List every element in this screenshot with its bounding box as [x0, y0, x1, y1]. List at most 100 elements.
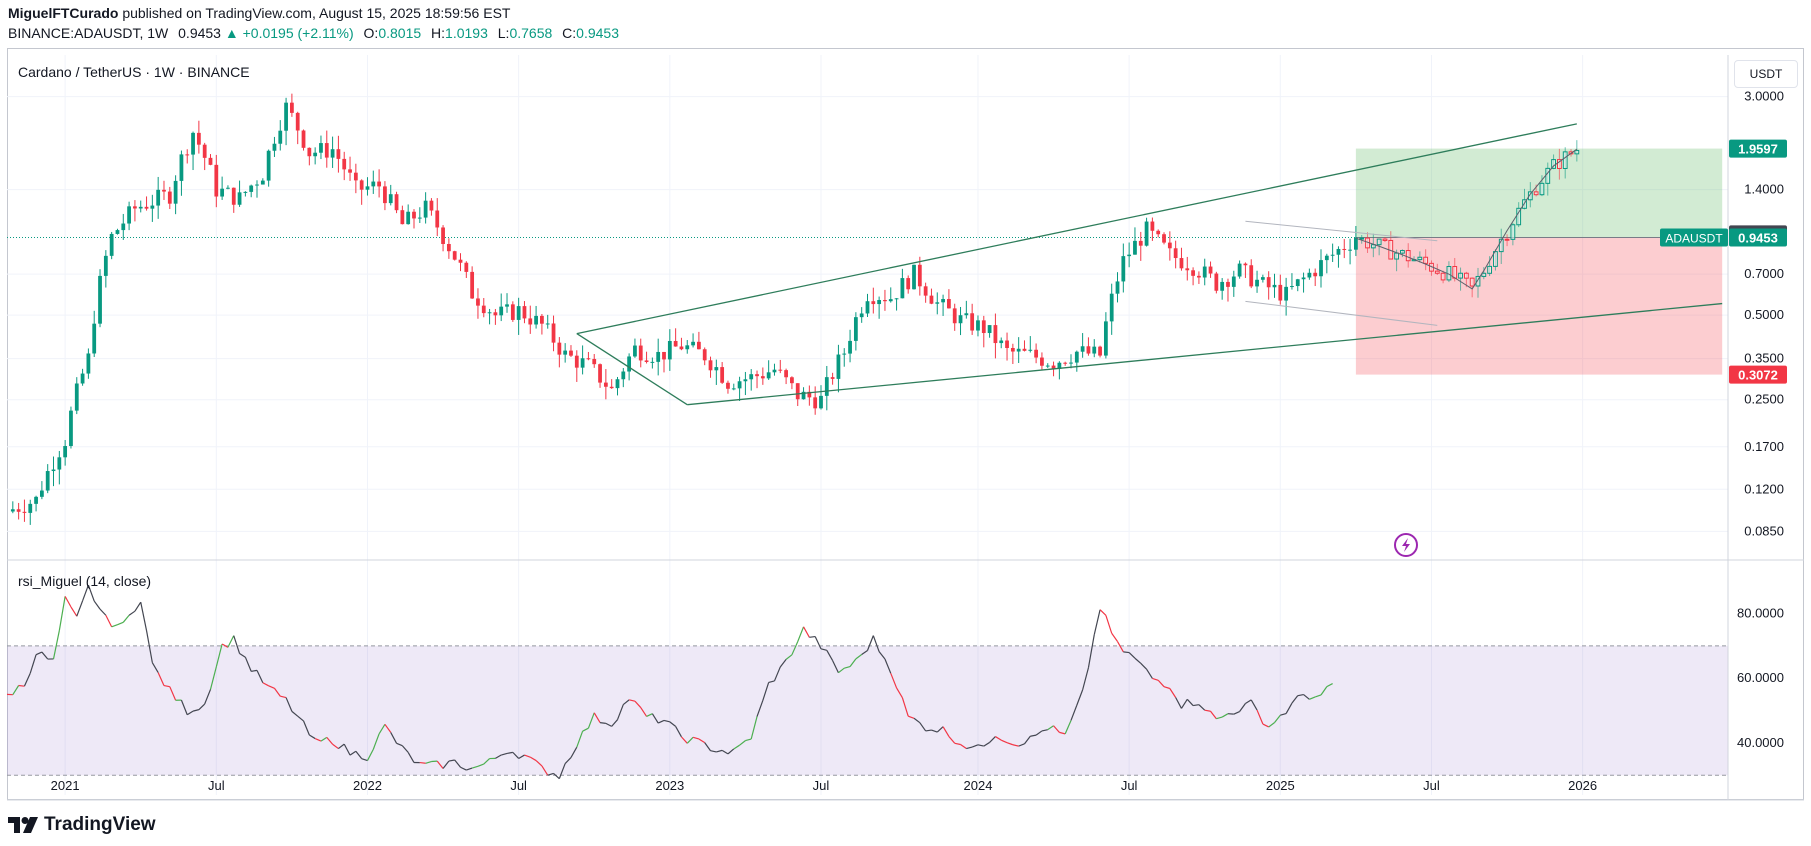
rsi-segment: [890, 673, 898, 689]
trend-lines: [576, 123, 1723, 406]
price-change: +0.0195 (+2.11%): [242, 25, 354, 41]
candle-body: [1057, 362, 1062, 369]
candle-body: [39, 490, 44, 497]
rsi-segment: [1280, 713, 1287, 716]
rsi-segment: [1180, 699, 1188, 709]
rsi-segment: [18, 684, 25, 687]
candle-body: [1167, 242, 1172, 249]
candle-body: [121, 223, 126, 231]
rsi-segment: [454, 759, 461, 768]
rsi-segment: [942, 726, 950, 737]
candle-body: [1266, 277, 1271, 288]
rsi-segment: [989, 736, 996, 743]
candle-body: [383, 186, 387, 204]
trend-line: [576, 123, 1577, 335]
rsi-segment: [58, 596, 66, 631]
projection-body: [1556, 159, 1562, 169]
rsi-segment: [122, 614, 130, 623]
candle-body: [92, 323, 97, 354]
rsi-segment: [1070, 705, 1078, 721]
candle-body: [80, 373, 85, 384]
rsi-segment: [1163, 686, 1171, 690]
low-label: L:: [497, 25, 510, 41]
indicator-title: rsi_Miguel (14, close): [18, 573, 151, 589]
x-tick-label: Jul: [813, 778, 830, 793]
trend-line: [1245, 220, 1438, 242]
rsi-segment: [1140, 662, 1148, 670]
rsi-segment: [966, 746, 973, 750]
price-tick-label: 0.5000: [1744, 307, 1784, 322]
rsi-segment: [1198, 704, 1206, 711]
candle-body: [156, 189, 161, 206]
rsi-segment: [495, 754, 502, 759]
rsi-segment: [1175, 697, 1182, 709]
rsi-segment: [1128, 652, 1136, 659]
candle-body: [598, 364, 602, 383]
projection-body: [1458, 272, 1463, 279]
candle-body: [1010, 347, 1015, 352]
candle-body: [1208, 266, 1213, 274]
candle-body: [1051, 365, 1056, 369]
rsi-segment: [826, 650, 834, 661]
candle-body: [1092, 346, 1097, 354]
candle-body: [34, 496, 38, 504]
candle-body: [272, 143, 277, 151]
candle-body: [1336, 248, 1341, 255]
rsi-segment: [977, 744, 984, 747]
candle-body: [848, 340, 852, 354]
projection-body: [1562, 151, 1568, 169]
candle-body: [255, 184, 259, 186]
rsi-segment: [1123, 651, 1130, 654]
candle-body: [1028, 349, 1033, 351]
candle-body: [446, 243, 451, 252]
rsi-segment: [425, 760, 432, 764]
candle-body: [755, 374, 759, 377]
candle-body: [1237, 263, 1242, 277]
x-tick-label: Jul: [208, 778, 225, 793]
candle-body: [813, 397, 818, 409]
candle-body: [999, 340, 1004, 344]
projection-body: [1434, 270, 1440, 274]
projection-body: [1405, 250, 1411, 262]
flash-icon[interactable]: [1394, 533, 1418, 557]
candle-body: [830, 377, 835, 379]
rsi-segment: [1210, 710, 1217, 720]
candle-body: [1016, 348, 1021, 352]
candle-body: [470, 271, 475, 299]
candle-body: [650, 361, 655, 363]
price-tag: [1729, 365, 1787, 384]
rsi-segment: [117, 621, 124, 626]
currency-button[interactable]: USDT: [1734, 60, 1798, 88]
candle-body: [1231, 276, 1236, 287]
rsi-segment: [553, 773, 560, 780]
candle-body: [772, 369, 777, 373]
rsi-segment: [1326, 683, 1333, 688]
rsi-segment: [878, 651, 886, 660]
price-tick-label: 0.1200: [1744, 481, 1784, 496]
rsi-segment: [221, 643, 229, 648]
rsi-segment: [29, 654, 37, 674]
projection-body: [1510, 224, 1516, 240]
candle-body: [1348, 249, 1352, 251]
publisher-name[interactable]: MiguelFTCurado: [8, 5, 119, 21]
tradingview-logo[interactable]: TradingView: [8, 814, 156, 836]
rsi-segment: [896, 687, 903, 699]
candle-body: [342, 158, 347, 170]
rsi-segment: [1268, 722, 1275, 728]
candle-body: [278, 130, 283, 144]
rsi-segment: [1053, 725, 1060, 733]
rsi-segment: [1006, 742, 1014, 746]
projection-body: [1463, 272, 1469, 279]
candle-body: [1354, 237, 1358, 250]
candle-body: [481, 305, 486, 314]
rsi-segment: [145, 630, 153, 663]
rsi-segment: [23, 672, 31, 687]
candle-body: [1319, 260, 1323, 277]
candle-body: [1150, 221, 1155, 231]
projection-series: [1355, 140, 1580, 298]
symbol-info-line: BINANCE:ADAUSDT, 1W 0.9453 ▲ +0.0195 (+2…: [8, 25, 619, 41]
candle-body: [1295, 279, 1300, 287]
rsi-segment: [99, 608, 107, 616]
rsi-segment: [1012, 744, 1019, 747]
